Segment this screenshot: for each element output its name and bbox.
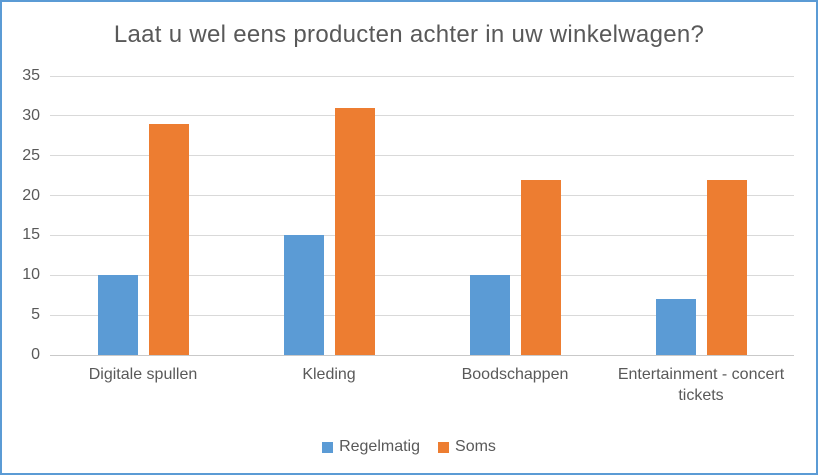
x-category-label: Entertainment - concert tickets [617, 366, 785, 404]
gridline [50, 314, 794, 316]
y-tick-label: 0 [31, 346, 40, 363]
x-axis-line [50, 354, 794, 356]
gridline [50, 234, 794, 236]
plot-area [50, 75, 794, 356]
y-tick-label: 35 [22, 67, 40, 84]
y-tick-label: 5 [31, 306, 40, 324]
gridline [50, 155, 794, 157]
x-category-label: Kleding [302, 366, 356, 383]
y-tick-label: 20 [22, 186, 40, 204]
chart-title: Laat u wel eens producten achter in uw w… [113, 21, 705, 48]
y-tick-label: 25 [22, 146, 40, 164]
gridline [50, 75, 794, 77]
y-tick-label: 10 [22, 266, 40, 284]
gridline [50, 274, 794, 276]
legend-label: Soms [455, 438, 496, 455]
legend-swatch-icon [438, 441, 450, 453]
bar-soms [706, 179, 747, 355]
legend-label: Regelmatig [339, 438, 421, 455]
bar-regelmatig [469, 275, 510, 355]
gridline [50, 195, 794, 197]
bar-soms [334, 107, 375, 355]
y-axis: 0 5 10 15 20 25 30 35 [2, 2, 42, 473]
legend: Regelmatig Soms [2, 438, 816, 456]
legend-swatch-icon [322, 441, 334, 453]
x-category-label: Boodschappen [461, 366, 569, 383]
gridline [50, 115, 794, 117]
legend-item-regelmatig: Regelmatig [322, 438, 420, 456]
y-tick-label: 15 [22, 226, 40, 244]
bar-regelmatig [655, 299, 696, 355]
bar-regelmatig [283, 235, 324, 355]
x-category-label: Digitale spullen [88, 366, 198, 383]
legend-item-soms: Soms [438, 438, 496, 456]
bar-regelmatig [97, 275, 138, 355]
y-tick-label: 30 [22, 106, 40, 124]
bar-soms [520, 179, 561, 355]
bar-soms [148, 123, 189, 355]
